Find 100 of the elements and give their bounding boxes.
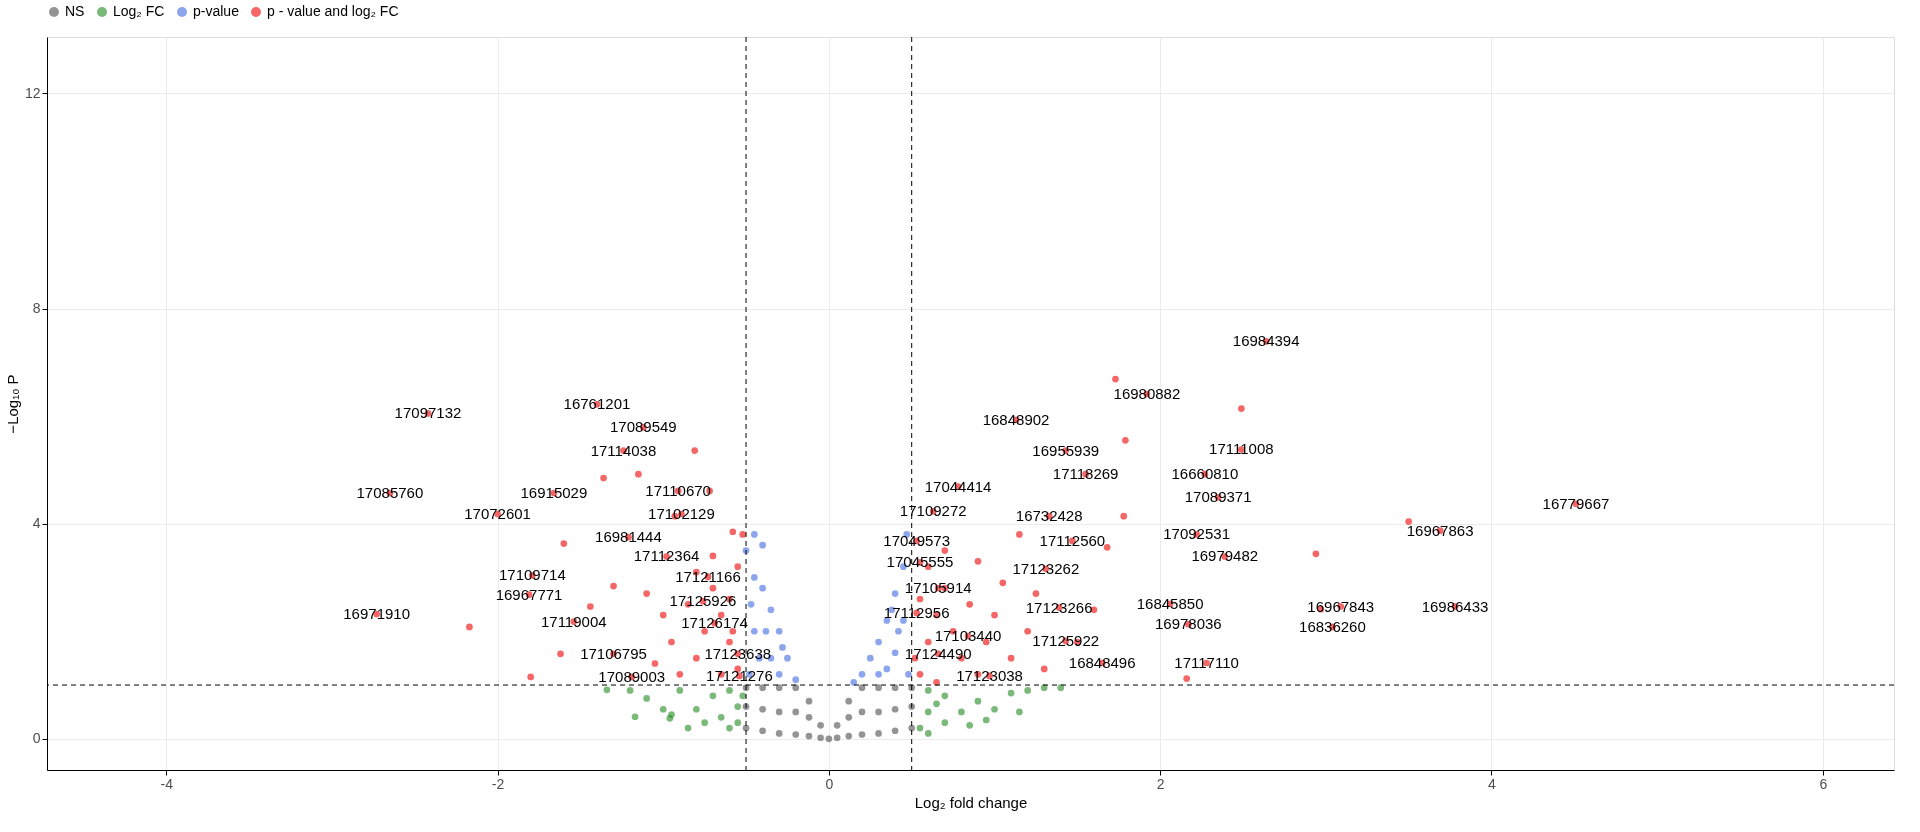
point — [726, 724, 733, 732]
annotation: 17123262 — [1012, 559, 1080, 577]
annotation: 17119004 — [540, 612, 607, 630]
annotation: 16967863 — [1406, 521, 1474, 539]
point — [805, 713, 813, 721]
annotation: 17111008 — [1209, 440, 1274, 458]
annotation: 17110670 — [645, 481, 711, 499]
point — [875, 684, 882, 692]
point — [775, 627, 783, 635]
annotation: 17123266 — [1025, 598, 1093, 616]
annotation: 17097132 — [394, 404, 462, 422]
annotation: 17105914 — [904, 579, 972, 597]
point — [933, 700, 940, 708]
point — [805, 697, 813, 705]
annotation: 16845850 — [1136, 594, 1204, 612]
annotation: 16967843 — [1307, 597, 1375, 615]
annotation: 17117110 — [1174, 653, 1239, 671]
annotation: 17112364 — [633, 547, 700, 565]
point — [762, 627, 770, 635]
point — [759, 584, 766, 592]
annotation: 16836260 — [1299, 617, 1366, 635]
point — [875, 730, 882, 737]
point — [775, 730, 783, 737]
point — [845, 697, 853, 705]
point — [603, 686, 611, 694]
point — [1057, 684, 1065, 692]
point — [924, 730, 932, 737]
annotation: 17049573 — [883, 531, 951, 549]
point — [858, 708, 866, 716]
point — [891, 684, 899, 692]
y-axis-title: −Log₁₀ P — [3, 374, 21, 434]
point — [676, 687, 684, 694]
point — [759, 684, 766, 692]
point — [875, 708, 882, 716]
annotation: 16848496 — [1068, 653, 1136, 671]
point — [717, 713, 725, 721]
y-tick-label: 4 — [32, 515, 41, 532]
legend-label: p-value — [193, 3, 240, 19]
point — [779, 644, 786, 651]
annotation: 17112560 — [1039, 531, 1106, 549]
point — [941, 692, 949, 700]
annotation: 16980882 — [1113, 385, 1181, 403]
annotation: 17089003 — [598, 667, 666, 685]
point — [991, 705, 998, 713]
point — [792, 731, 800, 738]
point — [1016, 708, 1023, 716]
y-tick-label: 0 — [32, 730, 41, 747]
annotation: 16978036 — [1154, 615, 1222, 633]
annotation: 17121166 — [675, 567, 741, 585]
annotation: 16732428 — [1015, 507, 1083, 525]
point — [626, 687, 634, 694]
x-tick-label: 2 — [1156, 775, 1165, 792]
point — [883, 665, 891, 673]
annotation: 17114038 — [590, 441, 657, 459]
point — [850, 678, 858, 686]
point — [916, 724, 924, 732]
point — [858, 731, 866, 738]
annotation: 17123038 — [956, 666, 1023, 684]
point — [833, 734, 841, 742]
point — [750, 574, 758, 581]
x-tick-label: 0 — [825, 775, 834, 792]
annotation: 17112956 — [883, 603, 950, 621]
annotation: 16915029 — [520, 484, 588, 502]
point — [825, 735, 833, 743]
point — [750, 627, 758, 635]
annotation: 17109714 — [498, 566, 566, 584]
x-tick-label: -2 — [491, 775, 505, 792]
point — [775, 684, 783, 692]
annotation: 17044414 — [924, 477, 992, 495]
point — [643, 695, 651, 702]
annotation: 16967771 — [495, 585, 563, 603]
point — [792, 676, 800, 683]
point — [784, 654, 791, 662]
point — [966, 722, 974, 729]
point — [701, 719, 708, 727]
point — [858, 684, 866, 692]
point — [668, 711, 675, 718]
point — [845, 732, 853, 740]
point — [684, 724, 692, 732]
annotation: 16971910 — [343, 605, 411, 623]
annotation: 17102129 — [648, 505, 715, 523]
x-tick-label: 6 — [1819, 775, 1828, 792]
annotation: 16984394 — [1232, 332, 1300, 350]
point — [759, 705, 766, 713]
annotation: 17118269 — [1052, 465, 1119, 483]
point — [726, 687, 733, 694]
point — [817, 722, 824, 729]
annotation: 16779667 — [1542, 494, 1610, 512]
point — [775, 708, 783, 716]
annotation: 17089371 — [1184, 488, 1252, 506]
point — [891, 705, 899, 713]
annotation: 16848902 — [982, 410, 1050, 428]
annotation: 17125922 — [1032, 631, 1100, 649]
point — [1007, 689, 1015, 697]
point — [982, 716, 990, 724]
point — [891, 649, 899, 657]
point — [895, 627, 902, 635]
y-tick-label: 8 — [32, 300, 41, 317]
annotation: 17092531 — [1163, 525, 1230, 543]
point — [631, 713, 639, 721]
